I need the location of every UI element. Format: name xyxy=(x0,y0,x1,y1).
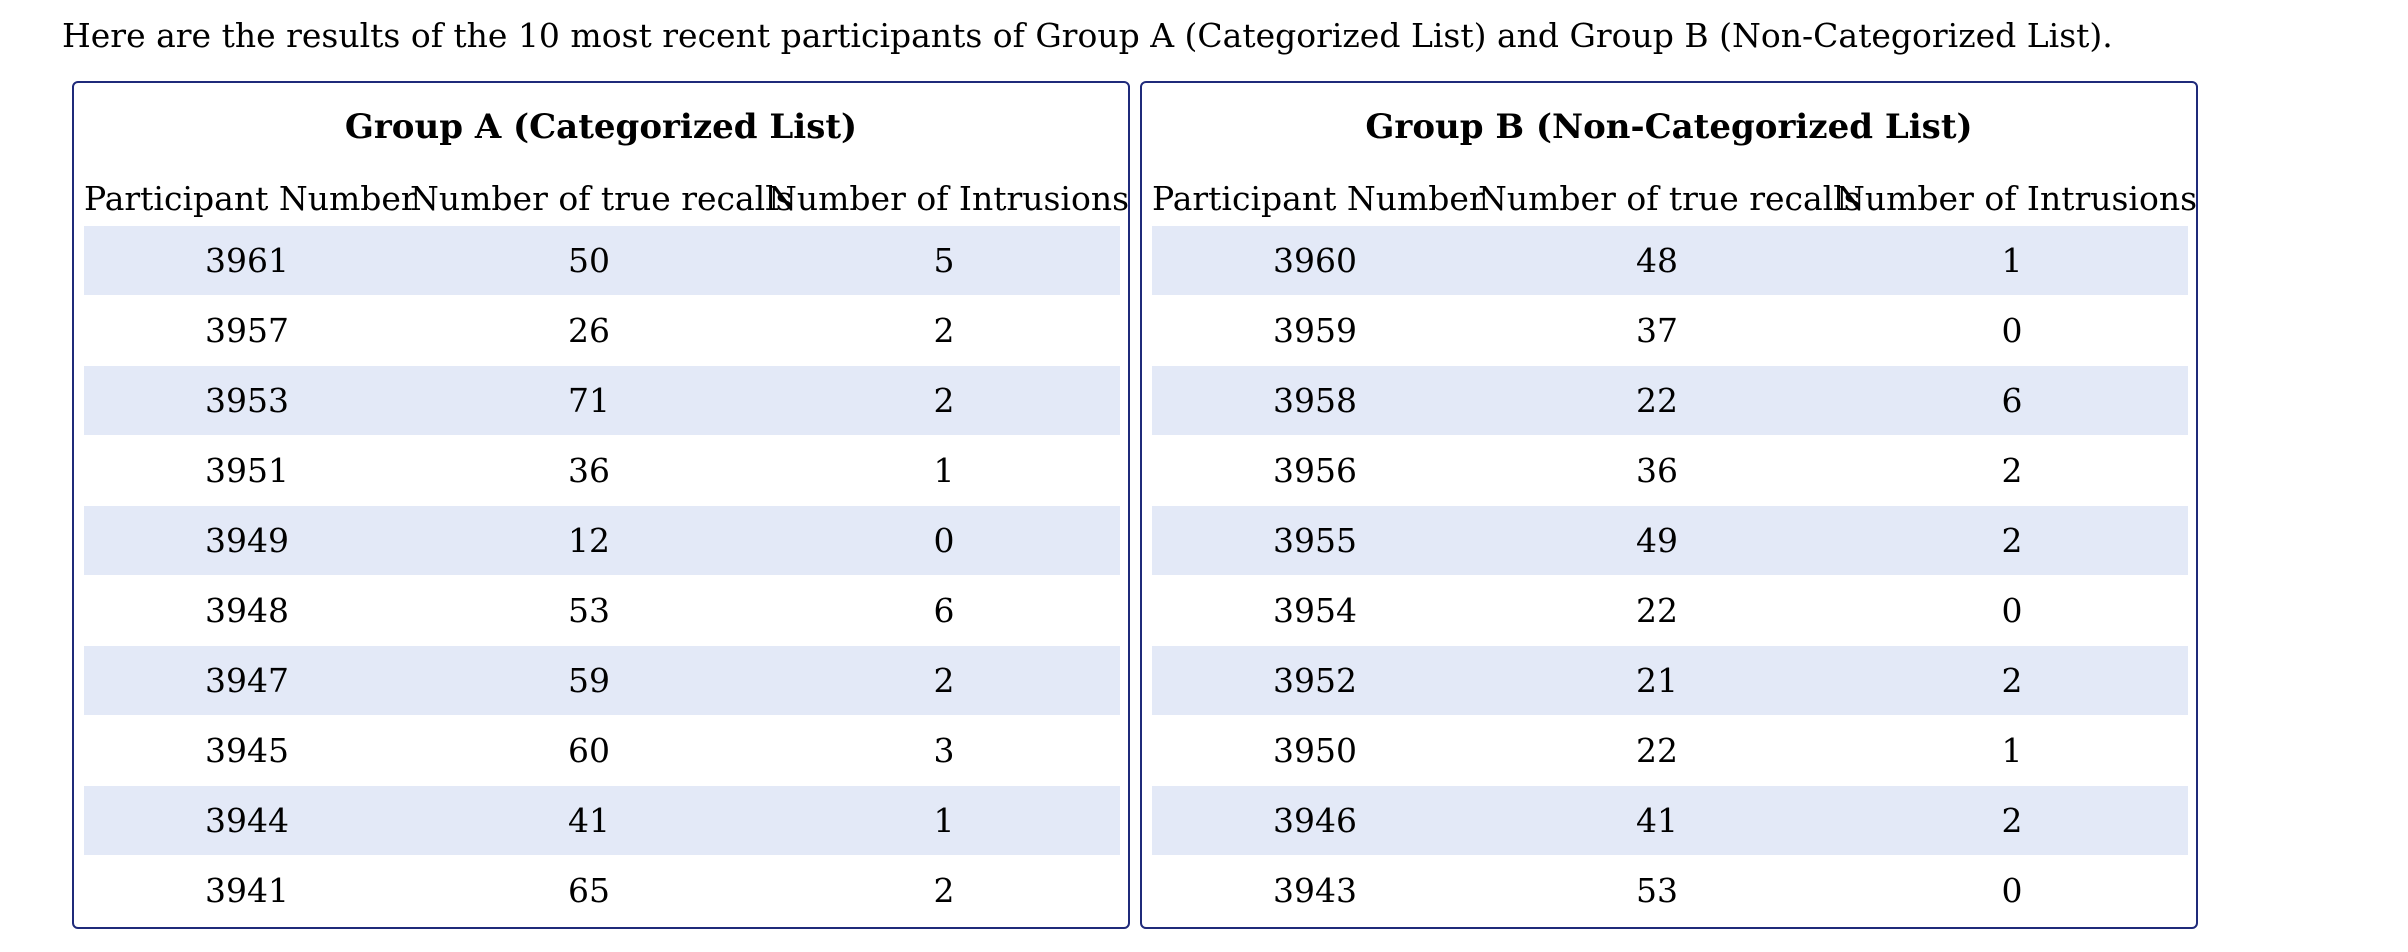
table-row: 3952 21 2 xyxy=(1152,645,2188,716)
table-header-row: Participant Number Number of true recall… xyxy=(84,171,1130,226)
cell-intrusions: 2 xyxy=(768,365,1120,436)
table-row: 3947 59 2 xyxy=(84,645,1120,716)
header-participant-number: Participant Number xyxy=(84,178,417,218)
table-row: 3958 22 6 xyxy=(1152,365,2188,436)
cell-recalls: 41 xyxy=(1478,785,1836,856)
table-row: 3961 50 5 xyxy=(84,225,1120,296)
cell-recalls: 59 xyxy=(410,645,768,716)
cell-recalls: 49 xyxy=(1478,505,1836,576)
table-row: 3954 22 0 xyxy=(1152,575,2188,646)
header-intrusions: Number of Intrusions xyxy=(1836,178,2198,218)
table-row: 3953 71 2 xyxy=(84,365,1120,436)
cell-recalls: 12 xyxy=(410,505,768,576)
group-b-panel: Group B (Non-Categorized List) Participa… xyxy=(1140,81,2198,929)
cell-recalls: 22 xyxy=(1478,715,1836,786)
group-a-panel: Group A (Categorized List) Participant N… xyxy=(72,81,1130,929)
header-true-recalls: Number of true recalls xyxy=(1478,178,1861,218)
cell-recalls: 71 xyxy=(410,365,768,436)
cell-participant: 3956 xyxy=(1152,435,1478,506)
table-row: 3949 12 0 xyxy=(84,505,1120,576)
cell-recalls: 22 xyxy=(1478,575,1836,646)
cell-intrusions: 2 xyxy=(1836,785,2188,856)
cell-recalls: 22 xyxy=(1478,365,1836,436)
cell-participant: 3952 xyxy=(1152,645,1478,716)
table-row: 3955 49 2 xyxy=(1152,505,2188,576)
header-participant-number: Participant Number xyxy=(1152,178,1485,218)
cell-recalls: 48 xyxy=(1478,225,1836,296)
cell-intrusions: 2 xyxy=(768,295,1120,366)
cell-intrusions: 1 xyxy=(768,435,1120,506)
table-row: 3944 41 1 xyxy=(84,785,1120,856)
cell-intrusions: 1 xyxy=(1836,715,2188,786)
group-a-table: Participant Number Number of true recall… xyxy=(84,171,1130,925)
intro-text: Here are the results of the 10 most rece… xyxy=(62,16,2113,55)
cell-recalls: 41 xyxy=(410,785,768,856)
table-row: 3946 41 2 xyxy=(1152,785,2188,856)
cell-participant: 3941 xyxy=(84,855,410,925)
cell-participant: 3960 xyxy=(1152,225,1478,296)
cell-recalls: 21 xyxy=(1478,645,1836,716)
cell-participant: 3948 xyxy=(84,575,410,646)
table-row: 3945 60 3 xyxy=(84,715,1120,786)
cell-intrusions: 2 xyxy=(1836,435,2188,506)
cell-participant: 3955 xyxy=(1152,505,1478,576)
cell-participant: 3953 xyxy=(84,365,410,436)
cell-recalls: 37 xyxy=(1478,295,1836,366)
header-true-recalls: Number of true recalls xyxy=(410,178,793,218)
cell-participant: 3943 xyxy=(1152,855,1478,925)
table-row: 3951 36 1 xyxy=(84,435,1120,506)
cell-intrusions: 2 xyxy=(1836,645,2188,716)
cell-intrusions: 1 xyxy=(768,785,1120,856)
table-row: 3956 36 2 xyxy=(1152,435,2188,506)
table-row: 3941 65 2 xyxy=(84,855,1120,925)
cell-recalls: 26 xyxy=(410,295,768,366)
table-row: 3943 53 0 xyxy=(1152,855,2188,925)
cell-intrusions: 0 xyxy=(1836,575,2188,646)
cell-recalls: 53 xyxy=(1478,855,1836,925)
cell-participant: 3950 xyxy=(1152,715,1478,786)
table-row: 3948 53 6 xyxy=(84,575,1120,646)
cell-participant: 3958 xyxy=(1152,365,1478,436)
group-b-title: Group B (Non-Categorized List) xyxy=(1365,107,1973,147)
table-row: 3960 48 1 xyxy=(1152,225,2188,296)
cell-participant: 3946 xyxy=(1152,785,1478,856)
cell-recalls: 36 xyxy=(410,435,768,506)
cell-intrusions: 0 xyxy=(768,505,1120,576)
group-b-table: Participant Number Number of true recall… xyxy=(1152,171,2198,925)
table-row: 3950 22 1 xyxy=(1152,715,2188,786)
cell-intrusions: 6 xyxy=(768,575,1120,646)
cell-recalls: 53 xyxy=(410,575,768,646)
cell-intrusions: 0 xyxy=(1836,855,2188,925)
cell-participant: 3959 xyxy=(1152,295,1478,366)
cell-recalls: 65 xyxy=(410,855,768,925)
cell-participant: 3945 xyxy=(84,715,410,786)
header-intrusions: Number of Intrusions xyxy=(768,178,1130,218)
cell-recalls: 50 xyxy=(410,225,768,296)
cell-participant: 3961 xyxy=(84,225,410,296)
cell-intrusions: 3 xyxy=(768,715,1120,786)
cell-participant: 3951 xyxy=(84,435,410,506)
cell-recalls: 36 xyxy=(1478,435,1836,506)
cell-intrusions: 0 xyxy=(1836,295,2188,366)
cell-intrusions: 2 xyxy=(1836,505,2188,576)
cell-recalls: 60 xyxy=(410,715,768,786)
cell-participant: 3957 xyxy=(84,295,410,366)
table-row: 3959 37 0 xyxy=(1152,295,2188,366)
cell-participant: 3949 xyxy=(84,505,410,576)
table-header-row: Participant Number Number of true recall… xyxy=(1152,171,2198,226)
cell-participant: 3954 xyxy=(1152,575,1478,646)
cell-participant: 3944 xyxy=(84,785,410,856)
cell-intrusions: 1 xyxy=(1836,225,2188,296)
cell-intrusions: 6 xyxy=(1836,365,2188,436)
cell-intrusions: 5 xyxy=(768,225,1120,296)
cell-participant: 3947 xyxy=(84,645,410,716)
cell-intrusions: 2 xyxy=(768,855,1120,925)
cell-intrusions: 2 xyxy=(768,645,1120,716)
group-a-title: Group A (Categorized List) xyxy=(344,107,858,147)
table-row: 3957 26 2 xyxy=(84,295,1120,366)
